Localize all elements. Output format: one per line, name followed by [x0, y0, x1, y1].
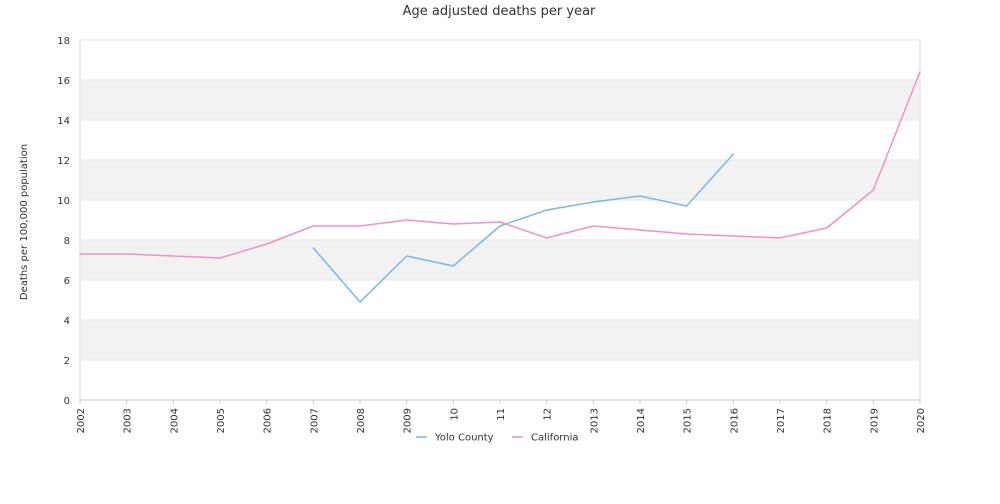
y-tick-label: 0: [64, 396, 70, 407]
y-tick-label: 4: [64, 316, 70, 327]
x-tick-label: 12: [543, 408, 554, 421]
y-tick-label: 12: [57, 156, 70, 167]
x-tick-label: 2017: [776, 408, 787, 433]
series-line-yolo-county: [312, 153, 735, 303]
y-tick-label: 6: [64, 276, 70, 287]
x-tick-label: 2004: [169, 408, 180, 433]
y-axis: 0 2 4 6 8 10 12 14 16 18: [57, 36, 70, 407]
x-tick-label: 2013: [589, 408, 600, 433]
x-tick-label: 2003: [123, 408, 134, 433]
x-tick-label: 10: [449, 408, 460, 421]
chart-title: Age adjusted deaths per year: [403, 4, 596, 19]
x-tick-label: 2002: [76, 408, 87, 433]
y-tick-label: 2: [64, 356, 70, 367]
plot-band: [80, 360, 920, 400]
x-tick-label: 2007: [309, 408, 320, 433]
y-tick-label: 8: [64, 236, 70, 247]
legend-item-yolo-county: Yolo County: [416, 433, 494, 444]
y-tick-label: 18: [57, 36, 70, 47]
legend-label: Yolo County: [434, 433, 494, 444]
x-tick-label: 2008: [356, 408, 367, 433]
x-tick-label: 2015: [683, 408, 694, 433]
x-tick-label: 2018: [823, 408, 834, 433]
y-axis-label: Deaths per 100,000 population: [19, 144, 30, 300]
plot-band: [80, 280, 920, 320]
y-tick-label: 14: [57, 116, 70, 127]
plot-band: [80, 160, 920, 200]
x-axis: 2002 2003 2004 2005 2006 2007 2008 2009 10 11 12 20…: [76, 400, 927, 433]
plot-bands: [80, 40, 920, 400]
plot-band: [80, 320, 920, 360]
plot-band: [80, 240, 920, 280]
series-line-california: [79, 71, 921, 259]
x-tick-label: 2016: [729, 408, 740, 433]
y-tick-label: 16: [57, 76, 70, 87]
legend-label: California: [531, 433, 579, 444]
x-tick-label: 2006: [263, 408, 274, 433]
x-tick-label: 2020: [916, 408, 927, 433]
legend: Yolo County California: [416, 433, 579, 444]
plot-band: [80, 200, 920, 240]
legend-item-california: California: [512, 433, 579, 444]
series-lines: [79, 71, 921, 303]
x-tick-label: 2009: [403, 408, 414, 433]
y-tick-label: 10: [57, 196, 70, 207]
plot-band: [80, 40, 920, 80]
plot-band: [80, 80, 920, 120]
x-tick-label: 2019: [869, 408, 880, 433]
x-tick-label: 11: [496, 408, 507, 421]
x-tick-label: 2014: [636, 408, 647, 433]
x-tick-label: 2005: [216, 408, 227, 433]
plot-band: [80, 120, 920, 160]
